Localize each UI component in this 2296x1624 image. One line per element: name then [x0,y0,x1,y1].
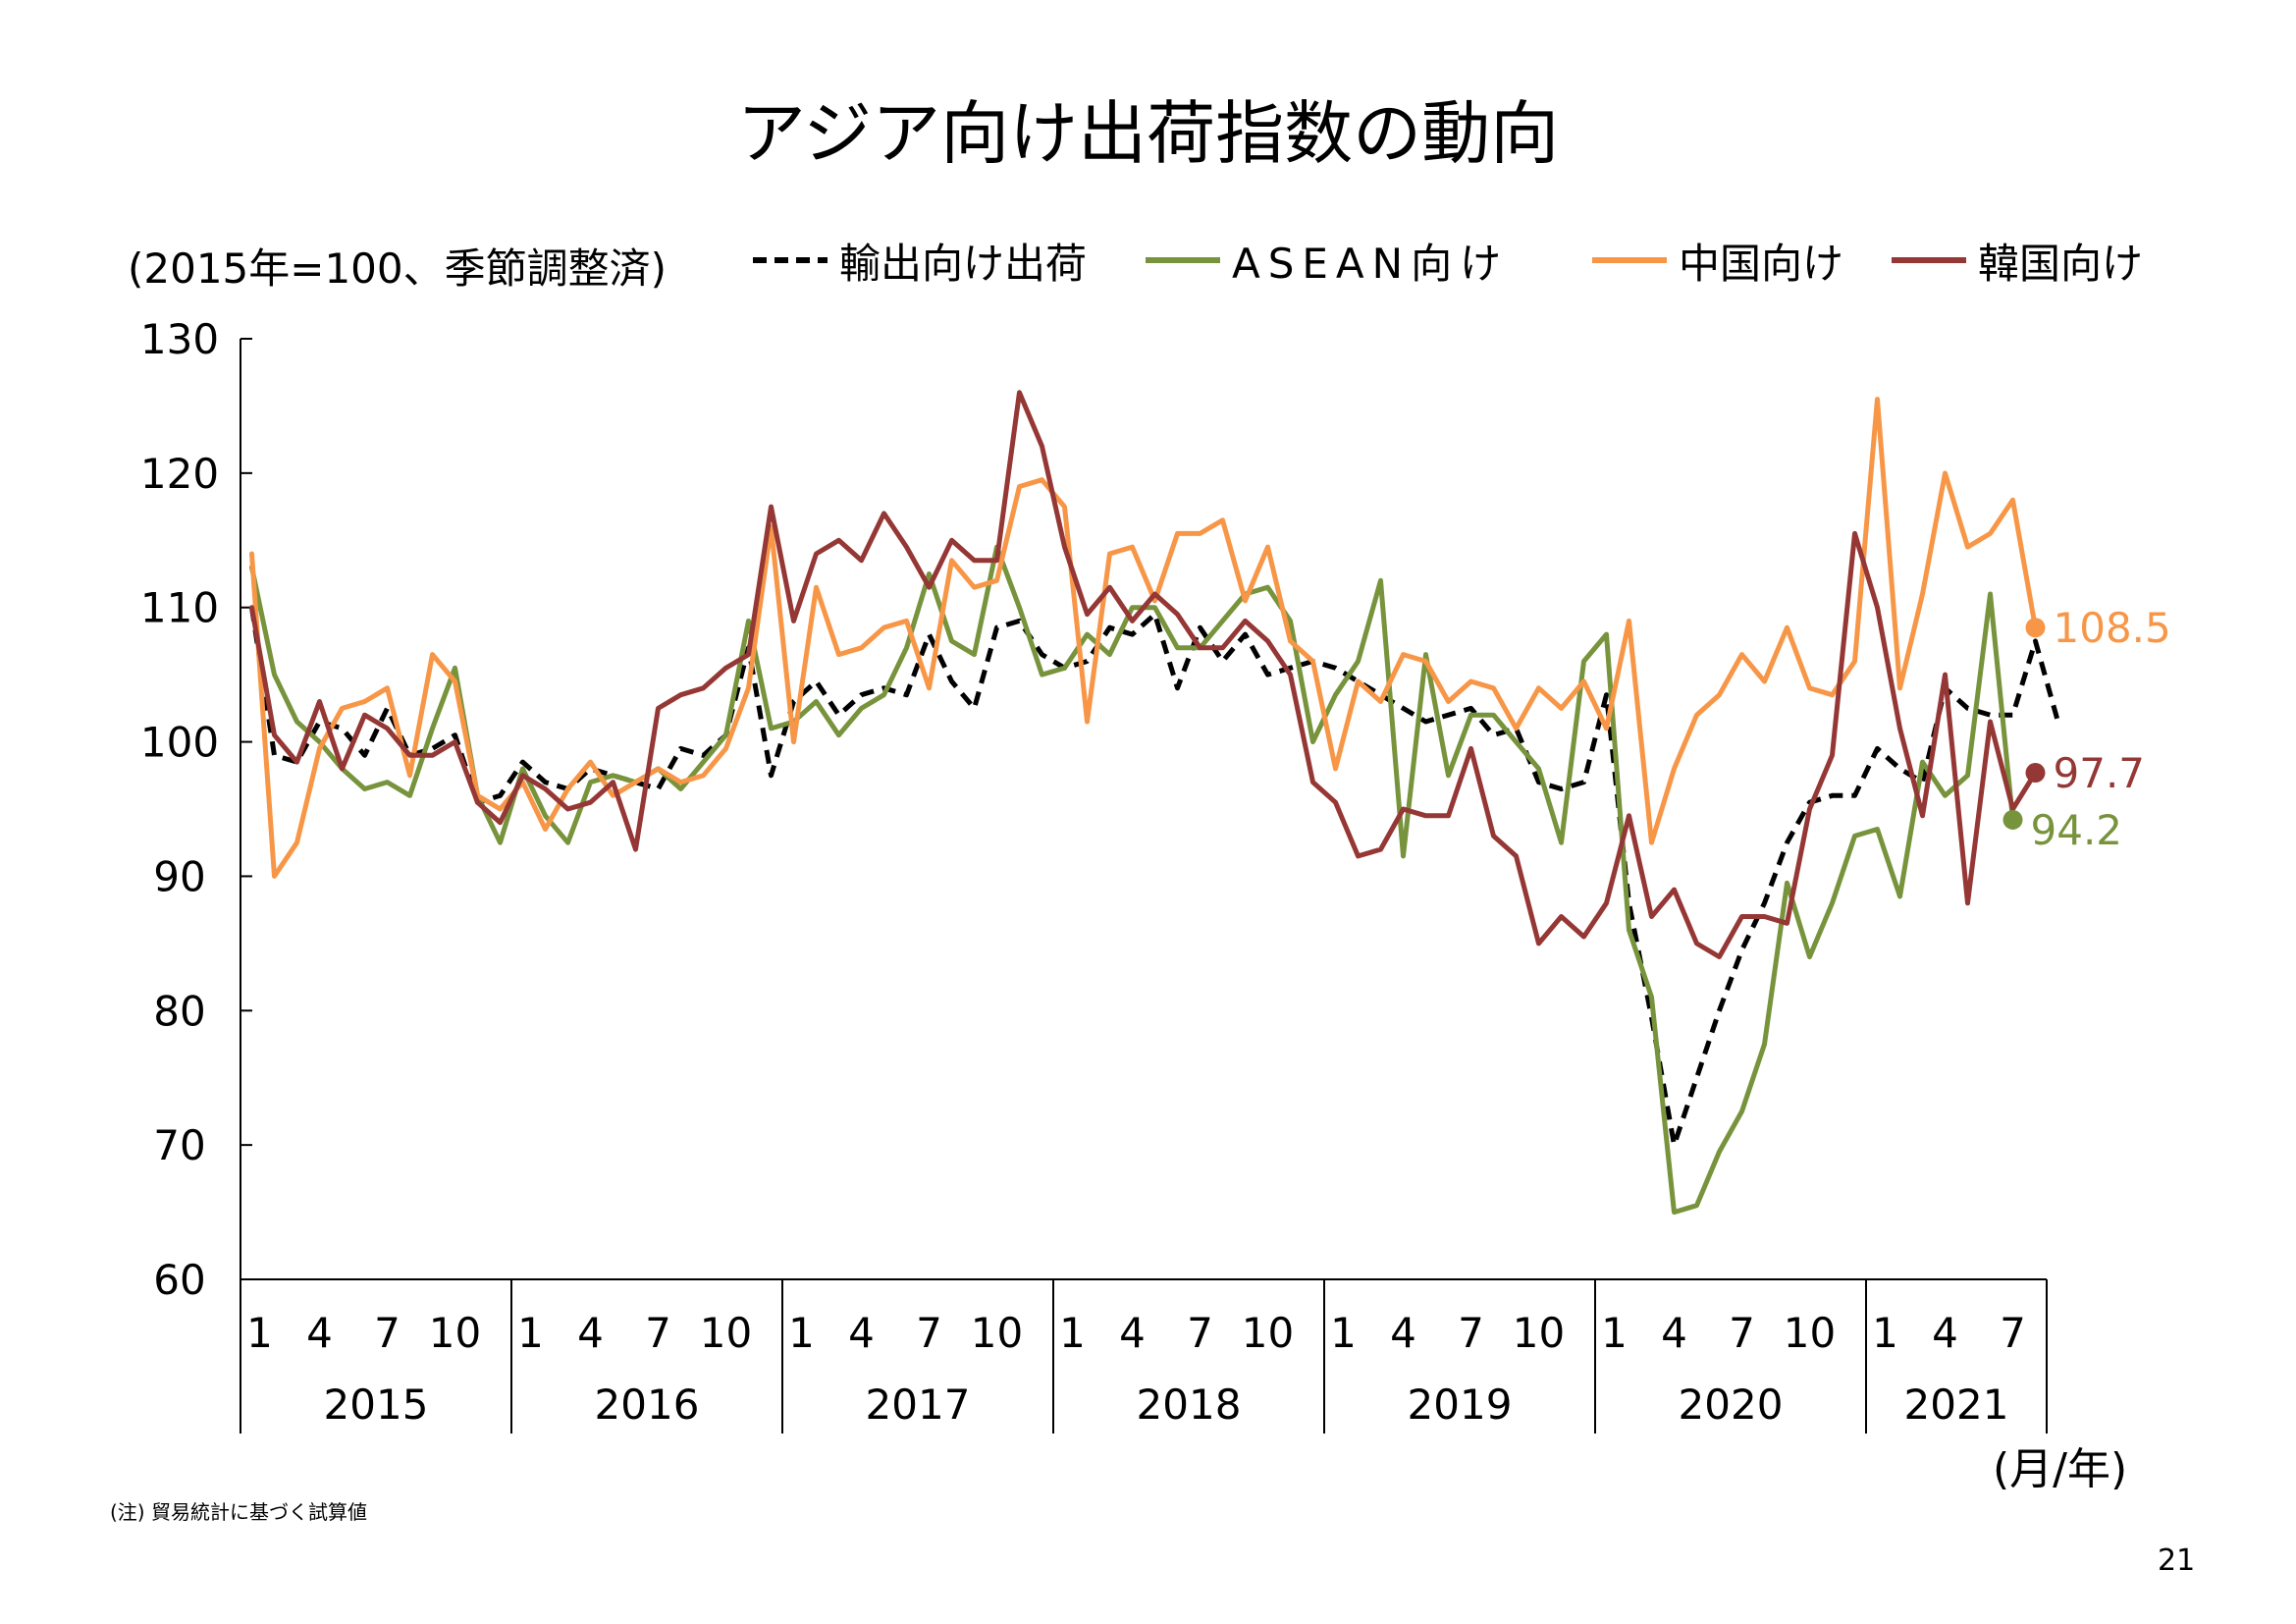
y-tick-label: 60 [153,1256,205,1304]
legend-swatch-korea [1892,257,1966,263]
x-month-tick-label: 10 [1784,1309,1836,1357]
y-tick-label: 100 [140,719,219,767]
y-tick-label: 90 [153,852,205,900]
legend-item-asean: ASEAN向け [1144,236,1509,288]
end-marker [2025,763,2046,784]
x-month-tick-label: 1 [246,1309,273,1357]
series-line-exports [249,607,2060,1148]
x-year-label: 2015 [324,1380,429,1429]
x-month-tick-label: 7 [916,1309,942,1357]
x-month-tick-label: 4 [848,1309,875,1357]
end-marker [2002,809,2023,830]
x-month-tick-label: 1 [1872,1309,1898,1357]
legend-item-china: 中国向け [1590,236,1843,288]
legend-swatch-china [1592,257,1667,263]
x-month-tick-label: 10 [1242,1309,1294,1357]
legend-item-exports: 輸出向け出荷 [751,236,1087,288]
legend-swatch-exports [753,257,828,263]
y-tick-label: 70 [153,1121,205,1169]
end-value-label: 97.7 [2054,749,2146,797]
legend-label-exports: 輸出向け出荷 [839,239,1088,288]
x-month-tick-label: 4 [1932,1309,1958,1357]
x-month-tick-label: 4 [1661,1309,1687,1357]
x-month-tick-label: 7 [2000,1309,2026,1357]
x-year-label: 2018 [1137,1380,1242,1429]
x-month-tick-label: 1 [517,1309,544,1357]
page-title: アジア向け出荷指数の動向 [736,93,1560,174]
x-axis-unit-label: (月/年) [1993,1444,2128,1494]
page-number: 21 [2158,1543,2196,1578]
x-month-tick-label: 10 [1513,1309,1565,1357]
series-line-china [249,397,2038,879]
end-value-label: 108.5 [2054,604,2171,652]
footnote: (注) 貿易統計に基づく試算値 [110,1500,367,1524]
end-value-label: 94.2 [2031,806,2123,854]
x-month-tick-label: 7 [374,1309,400,1357]
series-line-asean [249,544,2015,1216]
x-month-tick-label: 4 [306,1309,333,1357]
y-tick-label: 80 [153,987,205,1035]
unit-label: (2015年=100、季節調整済) [128,244,667,293]
x-year-label: 2019 [1408,1380,1513,1429]
x-month-tick-label: 4 [1390,1309,1416,1357]
x-month-tick-label: 7 [1187,1309,1213,1357]
end-marker [2025,618,2046,638]
x-month-tick-label: 4 [1119,1309,1146,1357]
legend-label-korea: 韓国向け [1978,239,2144,288]
x-month-tick-label: 1 [1330,1309,1357,1357]
x-month-tick-label: 1 [788,1309,815,1357]
x-year-label: 2020 [1679,1380,1784,1429]
x-month-tick-label: 1 [1601,1309,1628,1357]
x-month-tick-label: 7 [645,1309,671,1357]
x-month-tick-label: 10 [700,1309,752,1357]
y-tick-label: 120 [140,450,219,498]
x-month-tick-label: 7 [1458,1309,1484,1357]
x-year-label: 2017 [866,1380,971,1429]
x-month-tick-label: 10 [971,1309,1023,1357]
legend-item-korea: 韓国向け [1890,236,2143,288]
series-line-korea [249,390,2038,959]
x-month-tick-label: 4 [577,1309,604,1357]
legend-swatch-asean [1146,257,1220,263]
x-month-tick-label: 1 [1059,1309,1086,1357]
legend-label-asean: ASEAN向け [1232,239,1510,288]
x-month-tick-label: 10 [429,1309,481,1357]
x-year-label: 2021 [1904,1380,2009,1429]
legend-label-china: 中国向け [1679,239,1844,288]
x-month-tick-label: 7 [1729,1309,1755,1357]
y-tick-label: 130 [140,315,219,363]
y-tick-label: 110 [140,584,219,632]
x-year-label: 2016 [595,1380,700,1429]
